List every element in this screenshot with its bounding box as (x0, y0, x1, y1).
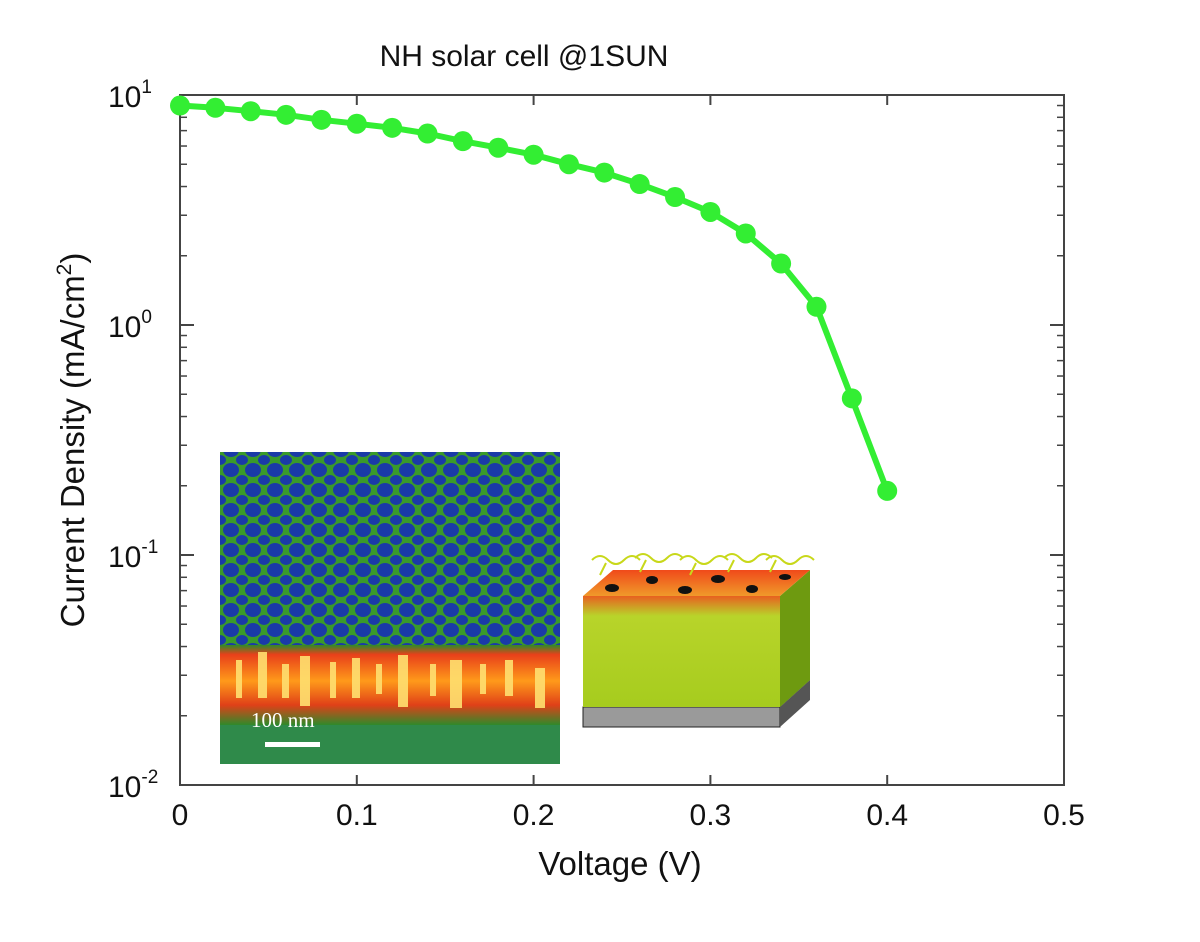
data-point (417, 123, 438, 144)
data-point (346, 113, 367, 134)
chart-title: NH solar cell @1SUN (380, 40, 669, 73)
data-point (452, 131, 473, 152)
data-point (558, 154, 579, 175)
data-point (205, 97, 226, 118)
scale-bar-label: 100 nm (251, 708, 315, 732)
data-point (735, 223, 756, 244)
data-point (311, 109, 332, 130)
plot-frame (179, 94, 1065, 786)
x-tick-label: 0.5 (1043, 799, 1085, 832)
x-tick-label: 0 (172, 799, 189, 832)
series-1 (170, 95, 898, 501)
y-tick-label: 10-1 (108, 537, 158, 574)
y-tick-label: 100 (108, 307, 152, 344)
data-point (382, 117, 403, 138)
x-tick-label: 0.3 (690, 799, 732, 832)
x-tick-label: 0.1 (336, 799, 378, 832)
data-point (594, 162, 615, 183)
x-ticks: 0 0.1 0.2 0.3 0.4 0.5 (172, 95, 1085, 832)
data-point (488, 137, 509, 158)
sem-inset-image: 100 nm (220, 452, 560, 764)
x-tick-label: 0.4 (866, 799, 908, 832)
data-point (629, 174, 650, 195)
data-point (240, 101, 261, 122)
data-point (665, 187, 686, 208)
y-axis-label: Current Density (mA/cm2) (53, 253, 91, 628)
y-tick-label: 101 (108, 77, 152, 114)
data-point (841, 388, 862, 409)
data-point (700, 201, 721, 222)
device-schematic (582, 553, 815, 728)
x-axis-label: Voltage (V) (538, 845, 701, 882)
data-point (877, 480, 898, 501)
x-tick-label: 0.2 (513, 799, 555, 832)
y-ticks: 101 100 10-1 10-2 (108, 77, 1064, 804)
y-tick-label: 10-2 (108, 767, 158, 804)
data-point (276, 104, 297, 125)
data-point (806, 296, 827, 317)
data-point (771, 253, 792, 274)
data-point (170, 95, 190, 116)
scale-bar (265, 742, 320, 747)
data-point (523, 144, 544, 165)
